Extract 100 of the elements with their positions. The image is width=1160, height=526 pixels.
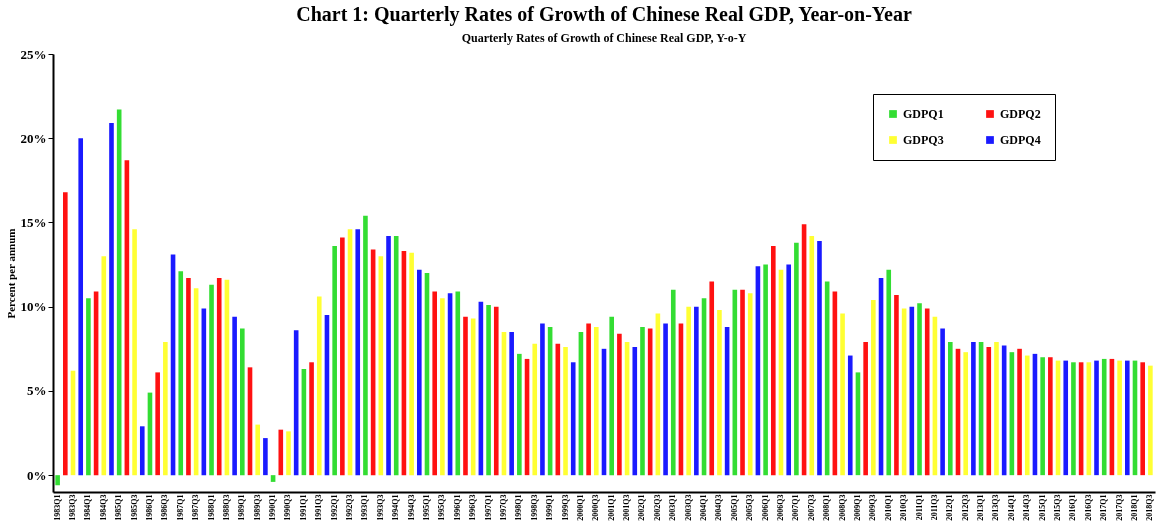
x-tick-label: 2011Q1 (914, 494, 924, 521)
bar (540, 323, 545, 476)
bar (709, 281, 715, 476)
bar (440, 298, 445, 476)
x-tick-label: 2010Q3 (899, 494, 909, 521)
x-tick-label: 2000Q1 (575, 494, 585, 521)
bar (632, 347, 638, 476)
bar (694, 306, 699, 476)
x-tick-label: 2014Q1 (1006, 494, 1016, 521)
x-tick-label: 1997Q1 (483, 494, 493, 521)
bar (863, 342, 868, 476)
bar (509, 331, 514, 476)
x-tick-label: 1985Q1 (114, 494, 124, 521)
bar (563, 347, 568, 476)
x-tick-label: 1993Q1 (360, 494, 370, 521)
x-tick-label: 2012Q1 (945, 494, 955, 521)
x-tick-label: 2003Q3 (683, 494, 693, 521)
bar (432, 291, 438, 476)
legend-label: GDPQ2 (1000, 107, 1041, 121)
bar (847, 355, 853, 476)
bar (186, 278, 191, 476)
bar (971, 342, 976, 476)
bar (63, 192, 68, 476)
bar (386, 235, 391, 476)
x-tick-label: 1990Q1 (268, 494, 278, 521)
bar (455, 291, 461, 476)
x-tick-label: 1989Q1 (237, 494, 247, 521)
bar (986, 347, 992, 476)
x-tick-label: 1989Q3 (252, 494, 262, 521)
x-tick-label: 2001Q1 (606, 494, 616, 521)
x-tick-label: 2000Q3 (591, 494, 601, 521)
bar (1048, 357, 1053, 476)
x-tick-label: 1995Q1 (422, 494, 431, 521)
bar (355, 229, 361, 476)
bar (924, 308, 930, 476)
x-tick-label: 1986Q1 (144, 494, 154, 521)
bar (940, 328, 945, 476)
x-tick-label: 1985Q3 (129, 494, 139, 521)
x-tick-label: 2015Q3 (1053, 494, 1063, 521)
bar (1140, 362, 1145, 476)
x-tick-label: 2013Q3 (991, 494, 1001, 521)
bar (1124, 360, 1130, 476)
bar (817, 240, 822, 476)
bar (947, 342, 953, 476)
x-tick-label: 1996Q3 (468, 494, 478, 521)
x-tick-label: 1987Q3 (191, 494, 201, 521)
bar (1117, 360, 1122, 476)
y-tick-label: 0% (27, 467, 47, 483)
bar (417, 269, 422, 476)
bar (101, 256, 107, 476)
y-tick-label: 5% (27, 383, 47, 399)
bar (886, 269, 892, 476)
x-tick-label: 2011Q3 (929, 494, 939, 521)
x-tick-label: 2002Q3 (652, 494, 662, 521)
bar (409, 252, 414, 476)
bar (1017, 348, 1022, 476)
bar (717, 310, 722, 476)
bar (670, 289, 676, 476)
bar (139, 426, 145, 476)
x-tick-label: 2006Q1 (760, 494, 770, 521)
bar (963, 352, 968, 476)
x-tick-label: 1983Q1 (52, 494, 62, 521)
y-tick-label: 20% (20, 130, 47, 146)
x-tick-label: 2006Q3 (776, 494, 785, 521)
x-tick-label: 1987Q1 (175, 494, 185, 521)
y-axis-title: Percent per annum (4, 228, 17, 319)
bar (340, 237, 345, 476)
bar (86, 298, 91, 476)
bar (763, 264, 768, 476)
bar (55, 475, 60, 486)
x-tick-label: 1999Q3 (560, 494, 570, 521)
x-tick-label: 2017Q1 (1099, 494, 1109, 521)
bar (594, 326, 599, 476)
bar (332, 246, 337, 476)
bar (917, 303, 922, 476)
x-tick-label: 2004Q1 (699, 494, 709, 521)
x-tick-label: 1983Q3 (68, 494, 78, 521)
bar (463, 316, 468, 476)
x-tick-label: 2007Q1 (791, 494, 801, 521)
x-tick-label: 2009Q3 (868, 494, 878, 521)
bar (255, 424, 261, 476)
x-tick-label: 2012Q3 (960, 494, 970, 521)
x-tick-label: 2016Q3 (1083, 494, 1093, 521)
legend-label: GDPQ1 (903, 107, 944, 121)
bar (740, 289, 745, 476)
x-tick-label: 2007Q3 (806, 494, 816, 521)
x-tick-label: 2005Q3 (745, 494, 755, 521)
x-tick-label: 1992Q1 (329, 494, 339, 521)
bar (363, 215, 368, 476)
x-tick-label: 1995Q3 (437, 494, 447, 521)
bar (278, 429, 284, 476)
bar (770, 246, 776, 476)
bar (232, 316, 237, 476)
bar (1040, 357, 1045, 476)
bar (240, 328, 245, 476)
x-tick-label: 1993Q3 (375, 494, 385, 521)
bar (517, 353, 522, 476)
bar (663, 323, 668, 476)
bar (132, 229, 137, 476)
bar (1094, 360, 1099, 476)
